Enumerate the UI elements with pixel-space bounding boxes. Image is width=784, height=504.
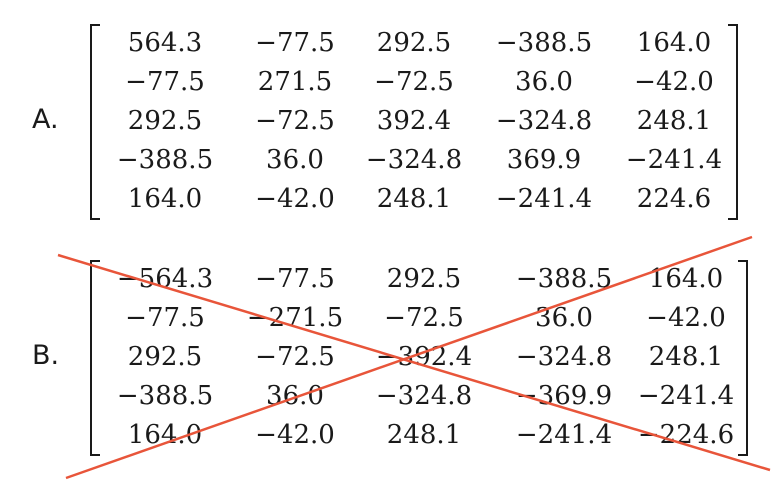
matrix-cell: 248.1 [386,420,462,450]
matrix: −564.3 −77.5 292.5 −388.5 164.0 −77.5 −2… [90,260,748,456]
matrix-cell: −388.5 [116,381,214,411]
matrix-cell: −324.8 [365,145,463,175]
matrix-cell: 292.5 [386,264,462,294]
matrix-cell: −388.5 [116,145,214,175]
matrix-cell: −324.8 [515,342,613,372]
matrix-cell: −42.0 [255,420,335,450]
matrix-cell: −324.8 [375,381,473,411]
matrix-cell: −42.0 [255,184,335,214]
matrix-cell: 292.5 [376,28,452,58]
cross-line-ascending [65,235,753,480]
matrix-cell: 36.0 [515,67,573,97]
matrix-cell: 248.1 [376,184,452,214]
left-bracket [90,24,100,220]
matrix-cell: −388.5 [495,28,593,58]
option-label: A. [32,104,59,135]
matrix-cell: −42.0 [646,303,726,333]
matrix-cell: 164.0 [127,184,203,214]
matrix-cell: −77.5 [255,28,335,58]
matrix-cell: −564.3 [116,264,214,294]
cross-line-descending [57,253,771,472]
matrix: 564.3 −77.5 292.5 −388.5 164.0 −77.5 271… [90,24,738,220]
matrix-cell: −72.5 [384,303,464,333]
matrix-cell: 369.9 [506,145,582,175]
option-a: A. 564.3 −77.5 292.5 −388.5 164.0 −77.5 … [0,20,784,220]
option-label: B. [32,340,60,371]
matrix-cell: −241.4 [637,381,735,411]
matrix-cell: 36.0 [535,303,593,333]
matrix-cell: 36.0 [266,381,324,411]
matrix-cell: 292.5 [127,106,203,136]
matrix-cell: −241.4 [515,420,613,450]
matrix-cell: −77.5 [255,264,335,294]
matrix-cell: −77.5 [125,303,205,333]
matrix-cell: −388.5 [515,264,613,294]
matrix-cell: −241.4 [625,145,723,175]
matrix-cell: 271.5 [257,67,333,97]
right-bracket [728,24,738,220]
matrix-cell: 392.4 [376,106,452,136]
matrix-cell: 292.5 [127,342,203,372]
option-b: B. −564.3 −77.5 292.5 −388.5 164.0 −77.5… [0,256,784,466]
matrix-cell: −72.5 [374,67,454,97]
matrix-cell: −324.8 [495,106,593,136]
matrix-cell: 564.3 [127,28,203,58]
matrix-cell: 36.0 [266,145,324,175]
matrix-cell: −72.5 [255,106,335,136]
left-bracket [90,260,100,456]
matrix-cell: −369.9 [515,381,613,411]
matrix-cell: 164.0 [636,28,712,58]
matrix-cell: 248.1 [636,106,712,136]
right-bracket [738,260,748,456]
matrix-cell: 224.6 [636,184,712,214]
matrix-cell: −42.0 [634,67,714,97]
matrix-cell: −77.5 [125,67,205,97]
matrix-cell: −241.4 [495,184,593,214]
matrix-cell: 248.1 [648,342,724,372]
matrix-cell: −72.5 [255,342,335,372]
